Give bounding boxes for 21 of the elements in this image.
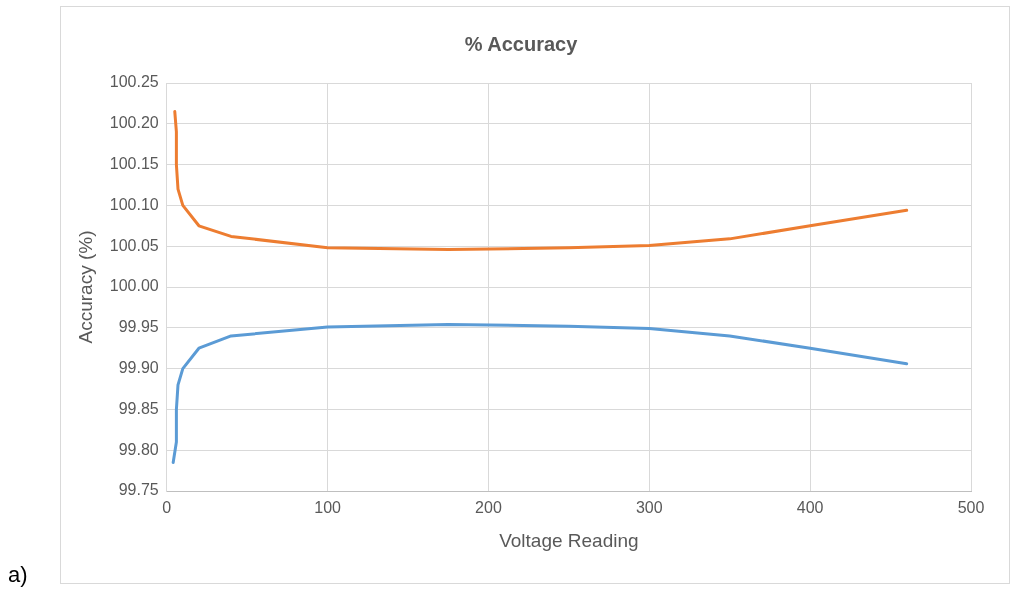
y-tick-label: 100.00 [109,277,159,295]
y-axis-title: Accuracy (%) [74,230,96,344]
y-tick-label: 100.15 [109,155,159,173]
y-tick-label: 99.95 [118,318,159,336]
y-tick-label: 99.80 [118,440,159,458]
text: a) [8,562,28,588]
x-tick-label: 500 [957,499,985,517]
y-tick-label: 99.90 [118,359,159,377]
y-tick-label: 100.25 [109,73,159,91]
x-tick-label: 200 [475,499,502,517]
y-tick-label: 100.20 [109,114,159,132]
y-tick-label: 100.10 [109,195,159,213]
y-tick-label: 99.75 [118,481,159,499]
y-tick-label: 100.05 [109,236,159,254]
x-tick-label: 0 [162,499,172,517]
x-tick-label: 300 [635,499,663,517]
chart-title: % Accuracy [464,32,579,55]
y-tick-label: 99.85 [118,399,159,417]
x-tick-label: 100 [314,499,342,517]
x-axis-title: Voltage Reading [499,529,639,551]
x-tick-label: 400 [796,499,824,517]
